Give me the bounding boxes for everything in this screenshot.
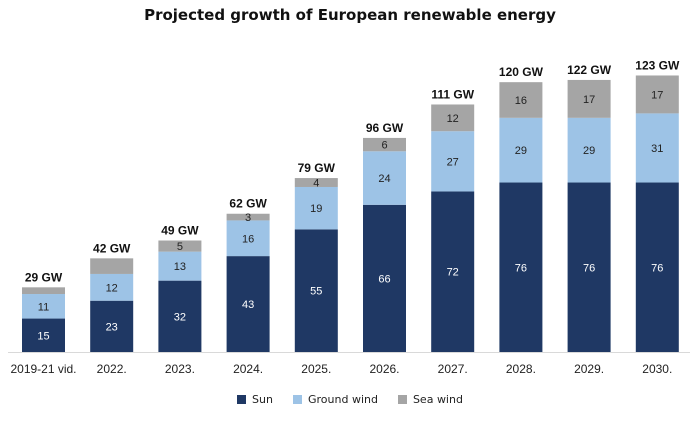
- total-label: 122 GW: [567, 63, 612, 77]
- bar-segment-sea-wind: [363, 137, 406, 152]
- bar-segment-ground-wind: [635, 113, 679, 183]
- segment-value-label: 29: [515, 145, 527, 157]
- x-tick-label: 2022.: [97, 362, 127, 376]
- bar-segment-ground-wind: [567, 117, 611, 183]
- bar-segment-sea-wind: [90, 258, 134, 274]
- legend-item-sea-wind: Sea wind: [397, 393, 463, 406]
- total-label: 42 GW: [93, 241, 131, 255]
- x-tick-label: 2019-21 vid.: [10, 362, 76, 376]
- bar-segment-sun: [22, 318, 65, 352]
- total-label: 79 GW: [298, 161, 336, 175]
- bar-segment-sea-wind: [22, 287, 65, 295]
- segment-value-label: 19: [310, 203, 322, 215]
- segment-value-label: 4: [313, 178, 319, 190]
- bar-segment-sun: [567, 182, 611, 352]
- segment-value-label: 16: [242, 233, 254, 245]
- legend-item-sun: Sun: [237, 393, 273, 406]
- segment-value-label: 31: [651, 143, 663, 155]
- segment-value-label: 76: [583, 262, 595, 274]
- legend-label: Sea wind: [412, 393, 463, 406]
- segment-value-label: 12: [106, 282, 118, 294]
- bar-segment-ground-wind: [90, 273, 134, 301]
- segment-value-label: 55: [310, 286, 322, 298]
- segment-value-label: 32: [174, 311, 186, 323]
- legend-swatch: [292, 395, 302, 404]
- legend-item-ground-wind: Ground wind: [292, 393, 378, 406]
- bar-segment-ground-wind: [363, 151, 406, 205]
- segment-value-label: 27: [447, 156, 459, 168]
- total-label: 49 GW: [161, 224, 199, 238]
- bar-segment-ground-wind: [499, 117, 543, 183]
- x-tick-label: 2025.: [301, 362, 331, 376]
- bar-segment-ground-wind: [294, 186, 338, 230]
- bar-segment-sea-wind: [635, 75, 679, 114]
- segment-value-label: 17: [651, 89, 663, 101]
- segment-value-label: 3: [245, 212, 251, 224]
- x-tick-label: 2024.: [233, 362, 263, 376]
- legend: Sun Ground wind Sea wind: [0, 393, 700, 406]
- segment-value-label: 72: [447, 267, 459, 279]
- x-tick-label: 2030.: [642, 362, 672, 376]
- segment-value-label: 15: [37, 330, 49, 342]
- bar-segment-sea-wind: [431, 104, 475, 132]
- bar-segment-sun: [499, 182, 543, 352]
- bar-segment-sun: [294, 229, 338, 352]
- x-tick-label: 2028.: [506, 362, 536, 376]
- segment-value-label: 76: [651, 262, 663, 274]
- bar-segment-ground-wind: [431, 131, 475, 192]
- segment-value-label: 17: [583, 94, 595, 106]
- legend-swatch: [237, 395, 247, 404]
- total-label: 29 GW: [25, 270, 63, 284]
- total-label: 120 GW: [499, 65, 544, 79]
- bar-segment-sun: [226, 256, 270, 352]
- bar-segment-sea-wind: [499, 82, 543, 118]
- segment-value-label: 12: [447, 113, 459, 125]
- bar-segment-sun: [90, 300, 134, 352]
- bar-segment-sun: [158, 280, 202, 352]
- bar-segment-sun: [363, 204, 406, 352]
- total-label: 123 GW: [635, 58, 680, 72]
- bar-segment-ground-wind: [22, 294, 65, 319]
- total-label: 62 GW: [229, 197, 267, 211]
- legend-label: Ground wind: [307, 393, 378, 406]
- segment-value-label: 66: [378, 273, 390, 285]
- bar-segment-ground-wind: [158, 251, 202, 281]
- bar-segment-ground-wind: [226, 220, 270, 257]
- bar-segment-sun: [431, 191, 475, 352]
- x-tick-label: 2027.: [438, 362, 468, 376]
- x-tick-label: 2026.: [369, 362, 399, 376]
- segment-value-label: 23: [106, 321, 118, 333]
- bar-segment-sea-wind: [226, 213, 270, 221]
- chart-title: Projected growth of European renewable e…: [144, 6, 556, 24]
- segment-value-label: 24: [378, 173, 390, 185]
- legend-swatch: [397, 395, 407, 404]
- segment-value-label: 29: [583, 145, 595, 157]
- segment-value-label: 13: [174, 261, 186, 273]
- segment-value-label: 43: [242, 299, 254, 311]
- legend-label: Sun: [252, 393, 273, 406]
- total-label: 111 GW: [431, 87, 474, 101]
- x-tick-label: 2029.: [574, 362, 604, 376]
- bar-segment-sea-wind: [567, 79, 611, 118]
- segment-value-label: 5: [177, 241, 183, 253]
- bar-segment-sun: [635, 182, 679, 352]
- total-label: 96 GW: [366, 121, 404, 135]
- bar-segment-sea-wind: [158, 240, 202, 252]
- x-tick-label: 2023.: [165, 362, 195, 376]
- segment-value-label: 11: [38, 301, 49, 313]
- bar-segment-sea-wind: [294, 178, 338, 187]
- segment-value-label: 76: [515, 262, 527, 274]
- segment-value-label: 6: [381, 140, 387, 152]
- segment-value-label: 16: [515, 95, 527, 107]
